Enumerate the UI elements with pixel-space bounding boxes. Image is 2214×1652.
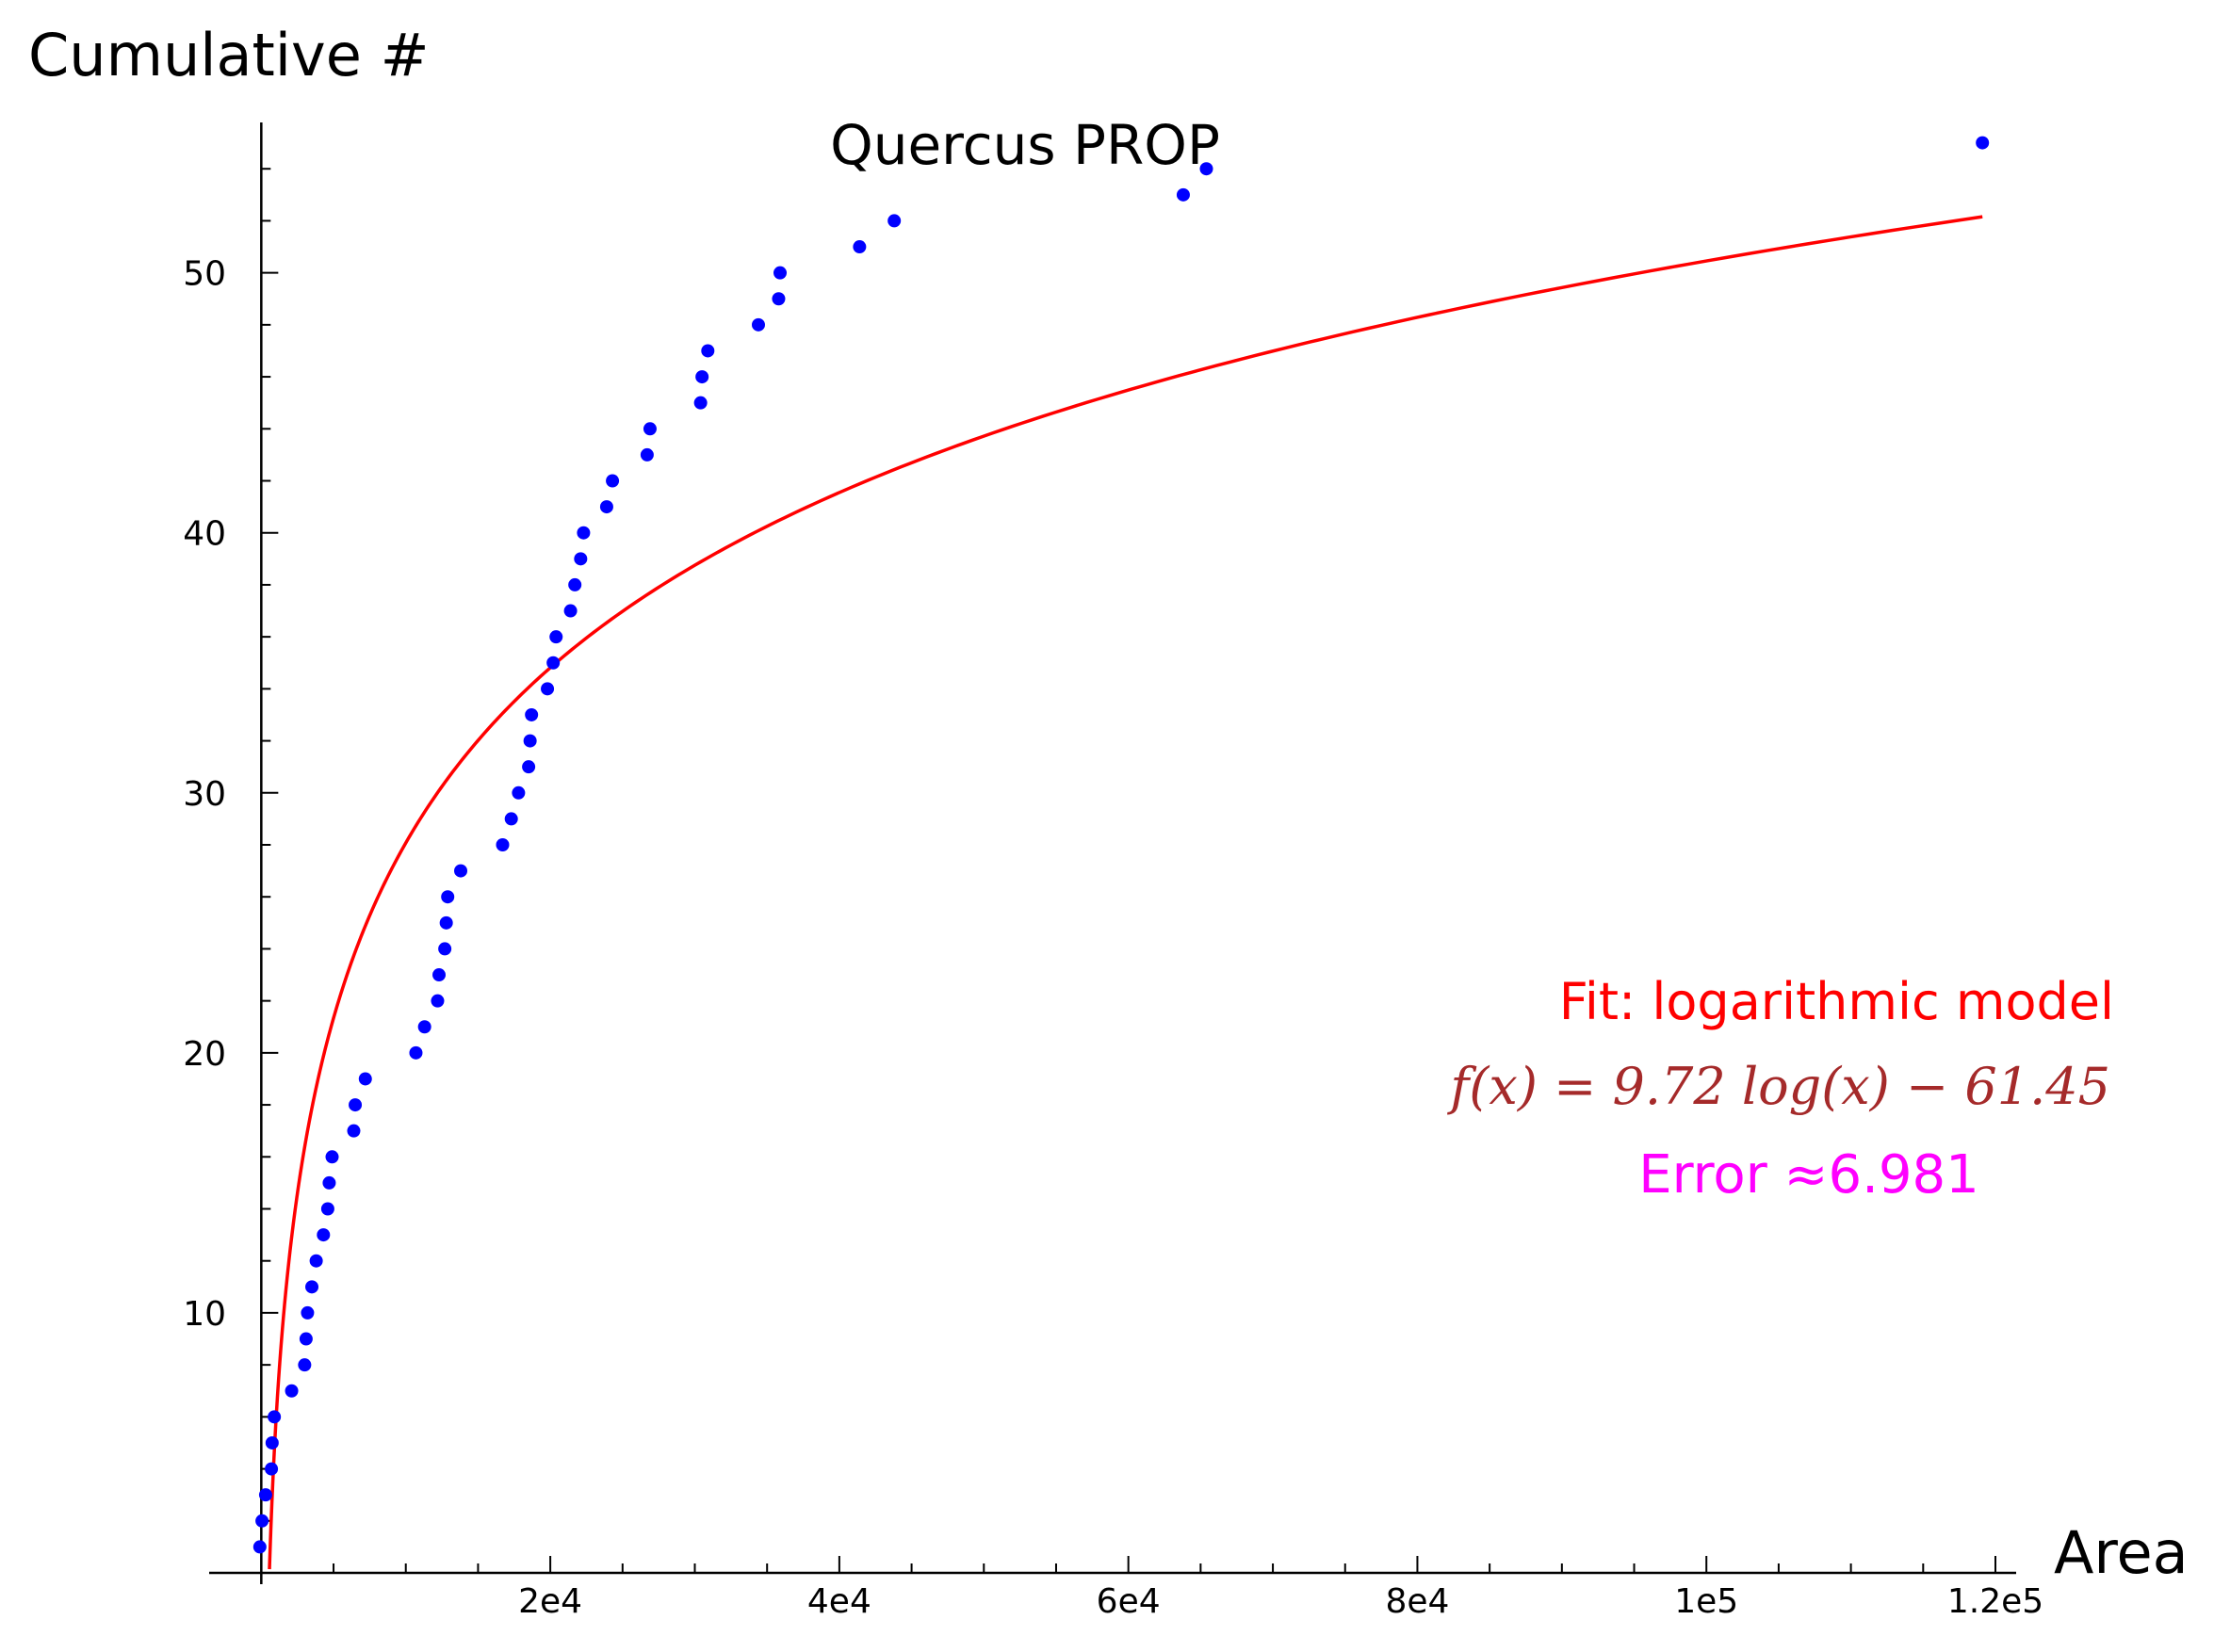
data-point (258, 1488, 272, 1502)
data-point (298, 1358, 312, 1372)
data-point (1176, 187, 1190, 202)
data-point (853, 240, 867, 254)
data-point (525, 707, 539, 721)
data-point (640, 447, 654, 462)
data-point (432, 968, 447, 982)
data-point (439, 915, 453, 930)
x-tick-label: 8e4 (1385, 1582, 1449, 1621)
x-tick-label: 4e4 (807, 1582, 871, 1621)
data-point (1199, 162, 1213, 176)
data-point (285, 1384, 299, 1398)
data-point (268, 1410, 282, 1424)
data-point (325, 1150, 339, 1164)
data-point (523, 734, 537, 748)
data-point (549, 630, 563, 644)
data-point (255, 1514, 269, 1528)
chart-title: Quercus PROP (830, 113, 1220, 177)
data-point (317, 1228, 331, 1242)
data-point (347, 1124, 361, 1138)
y-tick-label: 20 (183, 1035, 226, 1074)
data-point (504, 812, 518, 826)
data-point (751, 317, 765, 332)
data-point (563, 604, 578, 618)
data-point (265, 1435, 279, 1450)
fit-formula: f(x) = 9.72 log(x) − 61.45 (1446, 1057, 2110, 1116)
y-tick-label: 40 (183, 515, 226, 554)
data-point (409, 1045, 423, 1060)
x-ticks: 2e4 4e4 6e4 8e4 1e5 1.2e5 (333, 1556, 2043, 1621)
axes (209, 122, 2016, 1584)
data-point (599, 500, 613, 514)
x-tick-label: 6e4 (1097, 1582, 1161, 1621)
data-point (320, 1202, 334, 1216)
x-tick-label: 1e5 (1674, 1582, 1738, 1621)
x-tick-label: 2e4 (518, 1582, 582, 1621)
scatter-points (252, 136, 1990, 1554)
fit-error: Error ≈6.981 (1638, 1144, 1979, 1206)
data-point (693, 396, 708, 410)
data-point (546, 656, 561, 670)
x-axis-title: Area (2054, 1518, 2189, 1587)
data-point (512, 786, 526, 800)
y-tick-label: 10 (183, 1295, 226, 1334)
data-point (322, 1175, 336, 1190)
data-point (606, 474, 620, 488)
data-point (358, 1072, 372, 1086)
x-tick-label: 1.2e5 (1947, 1582, 2043, 1621)
data-point (417, 1020, 431, 1034)
y-ticks: 10 20 30 40 50 (183, 168, 279, 1522)
data-point (574, 552, 588, 566)
data-point (252, 1540, 267, 1554)
data-point (701, 344, 715, 358)
data-point (772, 292, 786, 306)
data-point (496, 838, 510, 851)
data-point (577, 526, 591, 540)
data-point (349, 1098, 363, 1112)
data-point (265, 1462, 279, 1476)
y-axis-title: Cumulative # (28, 21, 430, 89)
data-point (773, 266, 788, 280)
data-point (301, 1305, 315, 1320)
data-point (568, 577, 582, 591)
data-point (454, 864, 468, 878)
data-point (1976, 136, 1990, 150)
fit-curve (268, 215, 1983, 1570)
fit-label: Fit: logarithmic model (1559, 972, 2114, 1031)
data-point (522, 760, 536, 774)
data-point (441, 890, 455, 904)
data-point (309, 1254, 323, 1268)
data-point (431, 994, 445, 1008)
data-point (541, 682, 555, 696)
data-point (695, 370, 709, 384)
data-point (643, 422, 657, 436)
data-point (305, 1280, 319, 1294)
data-point (887, 214, 902, 228)
y-tick-label: 30 (183, 775, 226, 814)
y-tick-label: 50 (183, 255, 226, 294)
data-point (299, 1332, 313, 1346)
data-point (438, 942, 452, 956)
